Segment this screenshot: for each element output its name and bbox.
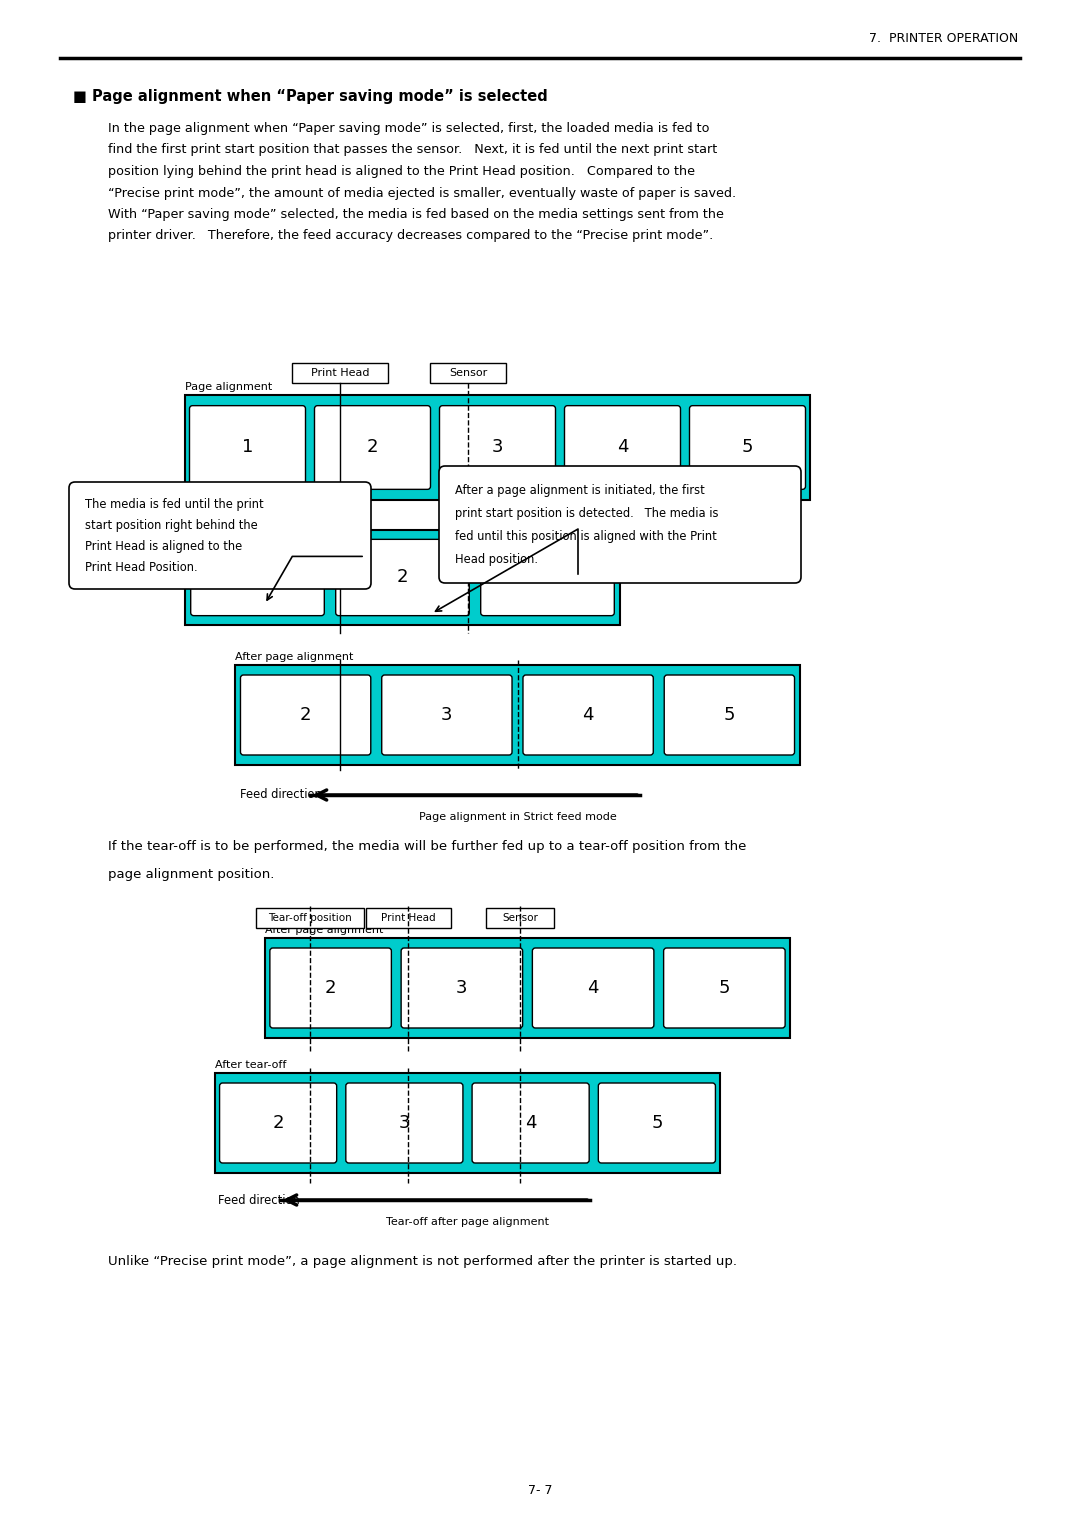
Text: find the first print start position that passes the sensor.   Next, it is fed un: find the first print start position that… — [108, 144, 717, 156]
FancyBboxPatch shape — [191, 539, 324, 616]
FancyBboxPatch shape — [440, 405, 555, 489]
Text: 3: 3 — [542, 568, 553, 587]
Text: 2: 2 — [300, 706, 311, 724]
Text: 4: 4 — [525, 1114, 537, 1132]
Bar — [185, 396, 810, 500]
Text: position lying behind the print head is aligned to the Print Head position.   Co: position lying behind the print head is … — [108, 165, 696, 177]
Text: page alignment position.: page alignment position. — [108, 868, 274, 882]
Bar — [235, 665, 800, 766]
Text: Sensor: Sensor — [449, 368, 487, 377]
FancyBboxPatch shape — [336, 539, 470, 616]
Text: After tear-off: After tear-off — [215, 1060, 286, 1070]
Bar — [256, 908, 364, 927]
FancyBboxPatch shape — [664, 675, 795, 755]
Text: Print Head: Print Head — [380, 914, 435, 923]
Text: After a page alignment is initiated, the first: After a page alignment is initiated, the… — [455, 484, 705, 497]
Bar — [365, 908, 450, 927]
FancyBboxPatch shape — [523, 675, 653, 755]
Text: 3: 3 — [399, 1114, 410, 1132]
FancyBboxPatch shape — [219, 1083, 337, 1163]
Text: After page alignment: After page alignment — [265, 924, 383, 935]
Text: print start position is detected.   The media is: print start position is detected. The me… — [455, 507, 718, 520]
FancyBboxPatch shape — [401, 947, 523, 1028]
FancyBboxPatch shape — [241, 675, 370, 755]
Text: fed until this position is aligned with the Print: fed until this position is aligned with … — [455, 530, 717, 542]
FancyBboxPatch shape — [381, 675, 512, 755]
FancyBboxPatch shape — [598, 1083, 715, 1163]
FancyBboxPatch shape — [314, 405, 431, 489]
FancyBboxPatch shape — [346, 1083, 463, 1163]
Text: Sensor: Sensor — [502, 914, 538, 923]
Text: After page alignment: After page alignment — [235, 652, 353, 662]
FancyBboxPatch shape — [438, 466, 801, 584]
Text: 3: 3 — [491, 439, 503, 457]
Text: Feed direction: Feed direction — [218, 1193, 300, 1207]
Bar — [215, 1073, 720, 1174]
Text: 7- 7: 7- 7 — [528, 1484, 552, 1496]
Text: 3: 3 — [441, 706, 453, 724]
FancyBboxPatch shape — [689, 405, 806, 489]
Text: Tear-off position: Tear-off position — [268, 914, 352, 923]
Text: 7.  PRINTER OPERATION: 7. PRINTER OPERATION — [868, 32, 1018, 44]
Text: 4: 4 — [588, 979, 599, 996]
Text: Page alignment in Strict feed mode: Page alignment in Strict feed mode — [419, 811, 617, 822]
Text: Print Head Position.: Print Head Position. — [85, 561, 198, 575]
FancyBboxPatch shape — [565, 405, 680, 489]
Text: 5: 5 — [742, 439, 753, 457]
Text: start position right behind the: start position right behind the — [85, 520, 258, 532]
Text: 2: 2 — [325, 979, 336, 996]
Text: Head position.: Head position. — [455, 553, 538, 565]
Text: Page alignment: Page alignment — [185, 382, 272, 393]
FancyBboxPatch shape — [532, 947, 653, 1028]
FancyBboxPatch shape — [69, 481, 372, 588]
Text: 5: 5 — [651, 1114, 663, 1132]
Text: Feed direction: Feed direction — [240, 788, 322, 802]
Text: Print Head is aligned to the: Print Head is aligned to the — [85, 539, 242, 553]
Text: 5: 5 — [724, 706, 735, 724]
Text: 1: 1 — [252, 568, 264, 587]
Text: If the tear-off is to be performed, the media will be further fed up to a tear-o: If the tear-off is to be performed, the … — [108, 840, 746, 853]
FancyBboxPatch shape — [481, 539, 615, 616]
Text: Tear-off after page alignment: Tear-off after page alignment — [386, 1216, 549, 1227]
Text: ■ Page alignment when “Paper saving mode” is selected: ■ Page alignment when “Paper saving mode… — [73, 89, 548, 104]
Text: In the page alignment when “Paper saving mode” is selected, first, the loaded me: In the page alignment when “Paper saving… — [108, 122, 710, 134]
FancyBboxPatch shape — [472, 1083, 590, 1163]
FancyBboxPatch shape — [663, 947, 785, 1028]
Bar — [185, 530, 620, 625]
Bar — [486, 908, 554, 927]
Text: 2: 2 — [367, 439, 378, 457]
Text: 3: 3 — [456, 979, 468, 996]
Text: 4: 4 — [617, 439, 629, 457]
Bar — [292, 364, 388, 384]
Text: Unlike “Precise print mode”, a page alignment is not performed after the printer: Unlike “Precise print mode”, a page alig… — [108, 1254, 737, 1268]
Text: “Precise print mode”, the amount of media ejected is smaller, eventually waste o: “Precise print mode”, the amount of medi… — [108, 186, 737, 200]
Bar — [265, 938, 789, 1038]
Text: Print Head: Print Head — [311, 368, 369, 377]
Text: The media is fed until the print: The media is fed until the print — [85, 498, 264, 510]
FancyBboxPatch shape — [189, 405, 306, 489]
Text: 1: 1 — [242, 439, 253, 457]
Text: 2: 2 — [396, 568, 408, 587]
Text: With “Paper saving mode” selected, the media is fed based on the media settings : With “Paper saving mode” selected, the m… — [108, 208, 724, 222]
Bar — [430, 364, 507, 384]
Text: printer driver.   Therefore, the feed accuracy decreases compared to the “Precis: printer driver. Therefore, the feed accu… — [108, 229, 713, 243]
Text: 4: 4 — [582, 706, 594, 724]
Text: 5: 5 — [718, 979, 730, 996]
Text: 2: 2 — [272, 1114, 284, 1132]
FancyBboxPatch shape — [270, 947, 391, 1028]
